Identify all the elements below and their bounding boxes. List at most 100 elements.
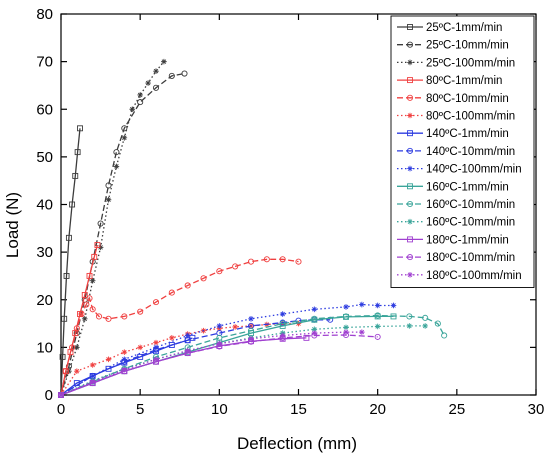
data-point	[407, 272, 413, 278]
data-point	[189, 334, 196, 341]
x-tick-label: 25	[448, 401, 465, 418]
data-point	[137, 99, 144, 106]
legend-entry: 80ºC-100mm/min	[397, 111, 515, 123]
x-tick-label: 10	[211, 401, 228, 418]
legend-entry: 140ºC-10mm/min	[397, 146, 515, 158]
y-tick-label: 20	[36, 292, 53, 309]
data-point	[374, 333, 381, 340]
axes: 0 5 10 15 20 25 30 0 10 20 30 40 50 60 70 80	[36, 6, 544, 418]
data-point	[153, 356, 159, 363]
data-point	[89, 378, 96, 385]
legend-label: 180ºC-100mm/min	[426, 270, 522, 282]
data-point	[81, 292, 88, 298]
data-point	[168, 289, 175, 296]
series-7	[57, 316, 334, 399]
data-point	[422, 314, 429, 321]
data-point	[65, 234, 72, 241]
data-point	[58, 392, 64, 398]
data-point	[168, 342, 175, 348]
data-point	[86, 272, 93, 279]
data-point	[279, 322, 286, 329]
data-point	[74, 368, 80, 374]
data-point	[129, 106, 136, 113]
data-point	[184, 332, 191, 339]
data-point	[91, 253, 98, 260]
data-point	[343, 304, 349, 310]
data-point	[232, 263, 239, 270]
data-point	[279, 311, 286, 317]
data-point	[89, 306, 96, 313]
data-point	[97, 244, 104, 251]
data-point	[105, 315, 112, 322]
data-point	[59, 353, 66, 360]
data-point	[342, 313, 350, 320]
data-point	[153, 344, 159, 351]
data-point	[105, 182, 112, 189]
legend-box	[390, 15, 535, 288]
data-point	[184, 347, 191, 354]
x-tick-label: 20	[369, 401, 386, 418]
series-12	[58, 334, 310, 398]
legend-entry: 25ºC-100mm/min	[397, 57, 515, 69]
legend-label: 140ºC-100mm/min	[426, 164, 522, 176]
data-point	[184, 282, 191, 289]
data-point	[359, 301, 365, 308]
data-point	[279, 320, 286, 327]
data-point	[200, 275, 207, 282]
y-tick-label: 40	[36, 197, 53, 214]
x-tick-label: 15	[290, 401, 307, 418]
series-11	[58, 323, 428, 398]
data-point	[441, 332, 448, 339]
legend-label: 80ºC-10mm/min	[426, 93, 509, 105]
data-point	[121, 135, 128, 141]
data-point	[121, 125, 128, 132]
data-point	[73, 325, 80, 332]
series-14	[58, 329, 365, 398]
data-point	[86, 295, 93, 302]
data-point	[248, 316, 254, 322]
data-point	[105, 196, 112, 203]
data-point	[434, 320, 441, 327]
data-point	[181, 70, 188, 77]
series-line	[60, 72, 185, 396]
data-point	[406, 41, 414, 48]
legend-label: 180ºC-1mm/min	[426, 234, 509, 246]
legend-label: 140ºC-10mm/min	[426, 146, 515, 158]
series-line	[60, 314, 445, 396]
y-tick-label: 30	[36, 244, 53, 261]
data-point	[78, 310, 85, 318]
legend-label: 25ºC-10mm/min	[426, 40, 509, 52]
x-tick-label: 30	[528, 401, 545, 418]
legend-label: 25ºC-100mm/min	[426, 57, 515, 69]
data-point	[311, 306, 318, 313]
legend-entry: 180ºC-1mm/min	[397, 234, 509, 246]
data-point	[374, 312, 381, 319]
legend-label: 160ºC-1mm/min	[426, 181, 509, 193]
data-point	[137, 344, 143, 351]
data-point	[295, 258, 302, 265]
y-tick-label: 80	[36, 6, 53, 23]
legend-entry: 160ºC-10mm/min	[397, 199, 515, 211]
legend-label: 180ºC-10mm/min	[426, 252, 515, 264]
data-point	[216, 323, 223, 329]
data-point	[390, 302, 397, 309]
data-point	[81, 316, 88, 322]
data-point	[407, 183, 413, 190]
data-point	[422, 323, 428, 329]
data-point	[77, 125, 83, 132]
legend-label: 160ºC-10mm/min	[426, 199, 515, 211]
data-point	[105, 356, 112, 363]
data-point	[121, 349, 128, 355]
y-tick-label: 50	[36, 149, 53, 166]
data-point	[83, 301, 90, 308]
data-point	[97, 220, 104, 227]
data-point	[94, 242, 101, 248]
legend-label: 140ºC-1mm/min	[426, 128, 509, 140]
data-point	[407, 24, 413, 30]
data-point	[407, 112, 413, 119]
data-point	[69, 344, 76, 351]
legend-entry: 25ºC-10mm/min	[397, 40, 509, 52]
data-point	[95, 313, 103, 320]
data-point	[63, 272, 70, 279]
